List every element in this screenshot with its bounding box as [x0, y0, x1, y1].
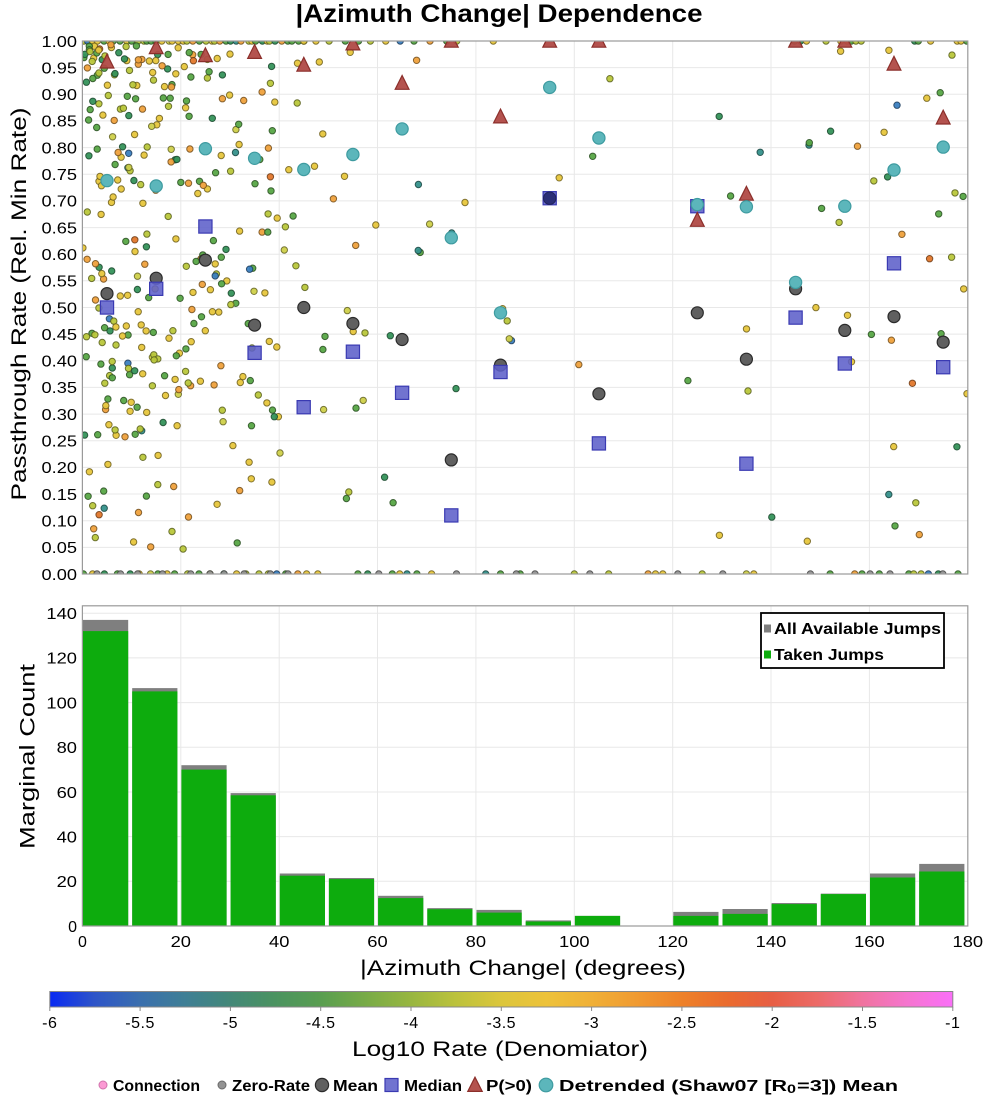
- svg-text:120: 120: [46, 651, 77, 668]
- svg-text:0.60: 0.60: [42, 247, 78, 264]
- svg-text:0.35: 0.35: [42, 380, 78, 397]
- svg-text:Detrended (Shaw07 [R: Detrended (Shaw07 [R: [559, 1078, 788, 1095]
- svg-text:|Azimuth Change| (degrees): |Azimuth Change| (degrees): [360, 957, 686, 980]
- svg-text:0.40: 0.40: [42, 354, 78, 371]
- svg-text:0: 0: [787, 1082, 796, 1096]
- svg-text:-2.5: -2.5: [667, 1015, 697, 1032]
- svg-text:60: 60: [367, 934, 388, 951]
- svg-text:P(>0): P(>0): [486, 1078, 532, 1095]
- svg-text:-6: -6: [42, 1015, 57, 1032]
- svg-text:0.15: 0.15: [42, 487, 78, 504]
- svg-text:-4.5: -4.5: [306, 1015, 336, 1032]
- svg-text:20: 20: [171, 934, 192, 951]
- svg-text:-1: -1: [945, 1015, 960, 1032]
- svg-text:All Available Jumps: All Available Jumps: [774, 621, 941, 638]
- svg-text:160: 160: [854, 934, 885, 951]
- svg-text:-3: -3: [584, 1015, 599, 1032]
- svg-text:0.55: 0.55: [42, 274, 78, 291]
- svg-text:40: 40: [57, 829, 78, 846]
- svg-text:0.50: 0.50: [42, 300, 78, 317]
- svg-text:-2: -2: [765, 1015, 780, 1032]
- svg-text:0.05: 0.05: [42, 540, 78, 557]
- svg-text:Zero-Rate: Zero-Rate: [232, 1078, 310, 1095]
- svg-text:40: 40: [269, 934, 290, 951]
- svg-text:180: 180: [953, 934, 984, 951]
- svg-text:0.90: 0.90: [42, 87, 78, 104]
- svg-text:-3.5: -3.5: [487, 1015, 517, 1032]
- svg-text:140: 140: [46, 606, 77, 623]
- svg-text:80: 80: [466, 934, 487, 951]
- svg-text:Marginal Count: Marginal Count: [17, 664, 40, 849]
- svg-text:-4: -4: [403, 1015, 418, 1032]
- svg-text:0.20: 0.20: [42, 460, 78, 477]
- svg-text:80: 80: [57, 740, 78, 757]
- svg-text:100: 100: [559, 934, 590, 951]
- svg-text:20: 20: [57, 874, 78, 891]
- svg-text:0.65: 0.65: [42, 220, 78, 237]
- svg-text:-5: -5: [223, 1015, 238, 1032]
- svg-text:1.00: 1.00: [42, 34, 78, 51]
- svg-text:Taken Jumps: Taken Jumps: [774, 647, 884, 664]
- svg-text:=3]) Mean: =3]) Mean: [797, 1078, 898, 1095]
- svg-text:Log10 Rate (Denomiator): Log10 Rate (Denomiator): [352, 1038, 648, 1061]
- svg-text:0.70: 0.70: [42, 194, 78, 211]
- svg-text:0.45: 0.45: [42, 327, 78, 344]
- svg-text:120: 120: [657, 934, 688, 951]
- svg-text:0.95: 0.95: [42, 60, 78, 77]
- svg-text:|Azimuth Change| Dependence: |Azimuth Change| Dependence: [296, 0, 703, 28]
- svg-text:0.10: 0.10: [42, 514, 78, 531]
- svg-text:-1.5: -1.5: [848, 1015, 878, 1032]
- svg-text:-5.5: -5.5: [125, 1015, 155, 1032]
- svg-text:0.75: 0.75: [42, 167, 78, 184]
- svg-text:0.25: 0.25: [42, 434, 78, 451]
- svg-text:Mean: Mean: [333, 1078, 378, 1095]
- svg-text:Passthrough Rate (Rel. Min Rat: Passthrough Rate (Rel. Min Rate): [8, 108, 31, 501]
- svg-text:0: 0: [68, 919, 77, 936]
- svg-text:100: 100: [46, 695, 77, 712]
- svg-text:0.85: 0.85: [42, 114, 78, 131]
- svg-text:140: 140: [756, 934, 787, 951]
- svg-text:60: 60: [57, 785, 78, 802]
- svg-text:0: 0: [78, 934, 87, 951]
- svg-text:0.80: 0.80: [42, 140, 78, 157]
- svg-text:0.00: 0.00: [42, 567, 78, 584]
- svg-text:Connection: Connection: [113, 1078, 200, 1095]
- svg-text:Median: Median: [404, 1078, 462, 1095]
- svg-text:0.30: 0.30: [42, 407, 78, 424]
